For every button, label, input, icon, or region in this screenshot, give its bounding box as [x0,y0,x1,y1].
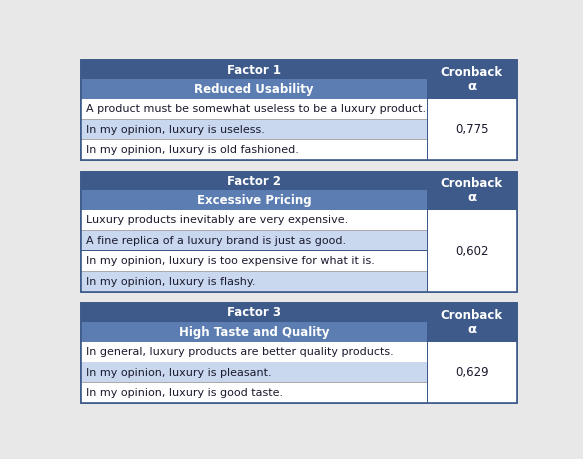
Bar [427,303,517,342]
Bar [81,230,427,231]
Bar [427,61,517,99]
Bar [81,230,427,231]
Bar [81,172,427,191]
Bar [81,80,427,99]
Text: Factor 1: Factor 1 [227,63,281,77]
Text: Cronback: Cronback [441,178,503,190]
Bar [81,190,427,191]
Bar [81,383,427,403]
Bar [427,172,428,292]
Text: A fine replica of a luxury brand is just as good.: A fine replica of a luxury brand is just… [86,236,346,246]
Bar [81,191,427,210]
Bar [81,271,427,272]
Bar [81,139,427,140]
Bar [81,323,427,342]
Text: Factor 3: Factor 3 [227,306,281,319]
Text: 0,775: 0,775 [455,123,489,136]
Text: In my opinion, luxury is good taste.: In my opinion, luxury is good taste. [86,388,283,398]
Bar [81,342,427,362]
Bar [427,303,428,403]
Bar [81,140,427,160]
Bar [81,98,427,99]
Bar [81,382,427,383]
Bar [427,342,517,403]
Bar [427,61,428,160]
Bar [427,172,517,210]
Bar [81,382,427,383]
Bar [81,303,427,323]
Text: Excessive Pricing: Excessive Pricing [197,194,311,207]
Bar [81,303,517,403]
Text: High Taste and Quality: High Taste and Quality [179,326,329,339]
Text: In my opinion, luxury is too expensive for what it is.: In my opinion, luxury is too expensive f… [86,257,375,266]
Text: A product must be somewhat useless to be a luxury product.: A product must be somewhat useless to be… [86,104,427,114]
Bar [81,322,427,323]
Bar [81,231,427,251]
Text: α: α [468,191,476,204]
Text: Reduced Usability: Reduced Usability [194,83,314,96]
Text: 0,629: 0,629 [455,366,489,379]
Bar [81,271,427,272]
Text: Luxury products inevitably are very expensive.: Luxury products inevitably are very expe… [86,215,349,225]
Bar [81,272,427,292]
Text: α: α [468,323,476,336]
Bar [81,61,427,80]
Text: In general, luxury products are better quality products.: In general, luxury products are better q… [86,347,394,357]
Bar [81,99,427,119]
Bar [81,210,427,231]
Text: Cronback: Cronback [441,309,503,322]
Bar [81,79,427,80]
Text: In my opinion, luxury is pleasant.: In my opinion, luxury is pleasant. [86,368,272,378]
Text: Factor 2: Factor 2 [227,175,281,188]
Bar [81,209,427,210]
Text: Cronback: Cronback [441,66,503,79]
Text: α: α [468,80,476,93]
Bar [81,303,517,403]
Bar [81,362,427,383]
Bar [81,172,517,292]
Bar [427,210,517,292]
Bar [81,251,427,272]
Text: In my opinion, luxury is flashy.: In my opinion, luxury is flashy. [86,277,256,287]
Text: In my opinion, luxury is old fashioned.: In my opinion, luxury is old fashioned. [86,145,299,155]
Bar [81,172,517,292]
Text: 0,602: 0,602 [455,245,489,257]
Bar [427,99,517,160]
Text: In my opinion, luxury is useless.: In my opinion, luxury is useless. [86,125,265,135]
Bar [81,61,517,160]
Bar [81,341,427,342]
Bar [81,119,427,140]
Bar [81,61,517,160]
